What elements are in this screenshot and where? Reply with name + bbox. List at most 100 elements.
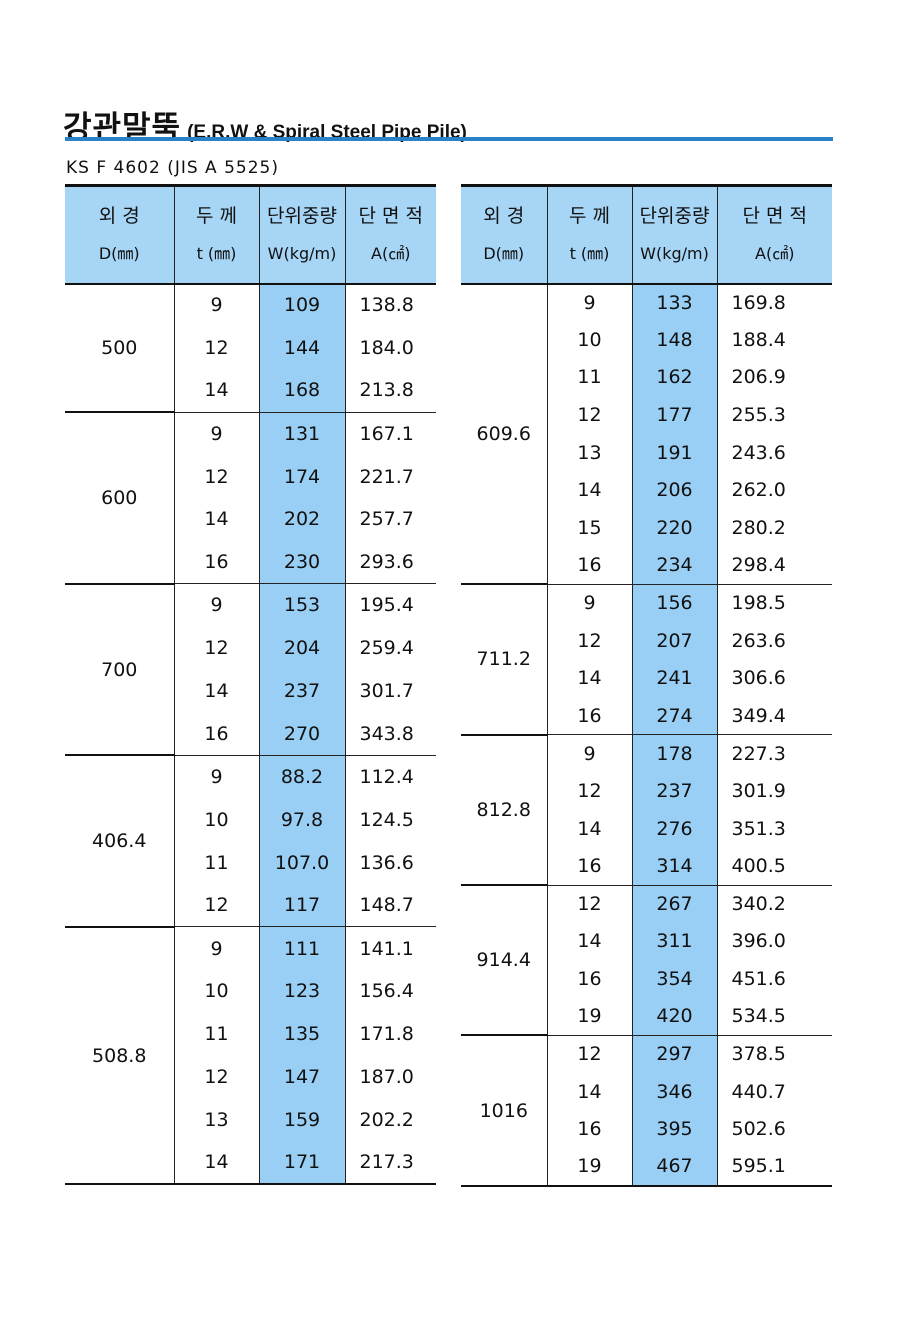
thickness-cell: 9 — [173, 411, 259, 456]
header-unit-weight: 단위중량 W(kg/m) — [258, 184, 345, 285]
unit-weight-cell: 204 — [258, 626, 345, 670]
unit-weight-cell: 133 — [631, 283, 717, 322]
unit-weight-cell: 207 — [631, 621, 717, 660]
header-label: 두 께 — [196, 204, 237, 227]
section-area-cell: 280.2 — [716, 509, 832, 547]
section-area-cell: 217.3 — [344, 1141, 436, 1186]
table-row: 14 168 213.8 — [65, 369, 436, 413]
section-area-cell: 148.7 — [344, 883, 436, 927]
table-row: 19 467 595.1 — [461, 1148, 832, 1187]
section-area-cell: 198.5 — [716, 583, 832, 622]
unit-weight-cell: 297 — [631, 1034, 717, 1073]
table-row: 12 147 187.0 — [65, 1055, 436, 1099]
unit-weight-cell: 274 — [631, 697, 717, 735]
unit-weight-cell: 111 — [258, 926, 345, 970]
header-unit: D(㎜) — [483, 243, 525, 263]
thickness-cell: 9 — [546, 583, 632, 622]
section-area-cell: 262.0 — [716, 471, 832, 510]
header-outer-diameter: 외 경 D(㎜) — [461, 184, 547, 285]
unit-weight-cell: 311 — [631, 922, 717, 961]
thickness-cell: 9 — [173, 754, 259, 799]
section-area-cell: 195.4 — [344, 583, 436, 627]
section-area-cell: 156.4 — [344, 969, 436, 1013]
unit-weight-cell: 117 — [258, 883, 345, 927]
section-area-cell: 301.7 — [344, 669, 436, 713]
header-label: 단 면 적 — [742, 204, 808, 227]
header-label: 외 경 — [483, 204, 525, 227]
table-row: 500 9 109 138.8 — [65, 283, 436, 414]
thickness-cell: 14 — [173, 497, 259, 541]
thickness-cell: 9 — [546, 734, 632, 773]
header-label: 단 면 적 — [358, 204, 424, 227]
unit-weight-cell: 267 — [631, 884, 717, 923]
section-area-cell: 340.2 — [716, 884, 832, 923]
header-label: 단위중량 — [267, 204, 337, 227]
thickness-cell: 10 — [173, 969, 259, 1013]
unit-weight-cell: 159 — [258, 1098, 345, 1142]
outer-diameter-cell: 406.4 — [65, 754, 174, 928]
header-outer-diameter: 외 경 D(㎜) — [65, 184, 174, 285]
header-unit: D(㎜) — [98, 243, 140, 263]
table-row: 14 202 257.7 — [65, 497, 436, 541]
table-row: 13 159 202.2 — [65, 1098, 436, 1142]
thickness-cell: 13 — [546, 433, 632, 472]
outer-diameter-cell: 609.6 — [461, 283, 547, 586]
thickness-cell: 16 — [546, 697, 632, 735]
thickness-cell: 13 — [173, 1098, 259, 1142]
header-row: 외 경 D(㎜) 두 께 t (㎜) 단위중량 W(kg/m) 단 면 적 A(㎠) — [461, 184, 832, 285]
unit-weight-cell: 420 — [631, 997, 717, 1036]
section-area-cell: 301.9 — [716, 772, 832, 810]
thickness-cell: 14 — [546, 471, 632, 510]
unit-weight-cell: 131 — [258, 411, 345, 456]
unit-weight-cell: 220 — [631, 509, 717, 547]
unit-weight-cell: 123 — [258, 969, 345, 1013]
unit-weight-cell: 144 — [258, 326, 345, 370]
header-unit: t (㎜) — [569, 243, 610, 263]
unit-weight-cell: 147 — [258, 1055, 345, 1099]
table-row: 10 148 188.4 — [461, 321, 832, 359]
section-area-cell: 206.9 — [716, 358, 832, 397]
table-row: 1016 12 297 378.5 — [461, 1034, 832, 1187]
thickness-cell: 16 — [546, 1110, 632, 1149]
section-area-cell: 124.5 — [344, 798, 436, 842]
section-area-cell: 298.4 — [716, 546, 832, 585]
thickness-cell: 14 — [546, 659, 632, 698]
unit-weight-cell: 206 — [631, 471, 717, 510]
thickness-cell: 11 — [173, 1012, 259, 1056]
table-row: 15 220 280.2 — [461, 509, 832, 547]
unit-weight-cell: 88.2 — [258, 754, 345, 799]
section-area-cell: 259.4 — [344, 626, 436, 670]
thickness-cell: 12 — [546, 772, 632, 810]
thickness-cell: 9 — [173, 926, 259, 970]
table-row: 16 274 349.4 — [461, 697, 832, 735]
thickness-cell: 14 — [546, 1072, 632, 1111]
section-area-cell: 502.6 — [716, 1110, 832, 1149]
section-area-cell: 187.0 — [344, 1055, 436, 1099]
section-area-cell: 263.6 — [716, 621, 832, 660]
thickness-cell: 19 — [546, 997, 632, 1036]
table-row: 12 204 259.4 — [65, 626, 436, 670]
outer-diameter-cell: 914.4 — [461, 884, 547, 1037]
unit-weight-cell: 177 — [631, 396, 717, 434]
thickness-cell: 12 — [173, 1055, 259, 1099]
table-row: 12 144 184.0 — [65, 326, 436, 370]
section-area-cell: 227.3 — [716, 734, 832, 773]
thickness-cell: 14 — [173, 669, 259, 713]
table-row: 11 107.0 136.6 — [65, 841, 436, 884]
table-row: 14 346 440.7 — [461, 1072, 832, 1111]
outer-diameter-cell: 700 — [65, 583, 174, 757]
unit-weight-cell: 354 — [631, 960, 717, 998]
thickness-cell: 15 — [546, 509, 632, 547]
table-row: 10 123 156.4 — [65, 969, 436, 1013]
table-row: 700 9 153 195.4 — [65, 583, 436, 757]
outer-diameter-cell: 1016 — [461, 1034, 547, 1187]
unit-weight-cell: 237 — [631, 772, 717, 810]
table-row: 12 237 301.9 — [461, 772, 832, 810]
thickness-cell: 16 — [546, 847, 632, 885]
thickness-cell: 16 — [546, 546, 632, 585]
header-thickness: 두 께 t (㎜) — [546, 184, 632, 285]
table-row: 609.6 9 133 169.8 — [461, 283, 832, 586]
header-row: 외 경 D(㎜) 두 께 t (㎜) 단위중량 W(kg/m) 단 면 적 A(㎠) — [65, 184, 436, 285]
thickness-cell: 14 — [173, 1141, 259, 1186]
header-section-area: 단 면 적 A(㎠) — [344, 184, 436, 285]
